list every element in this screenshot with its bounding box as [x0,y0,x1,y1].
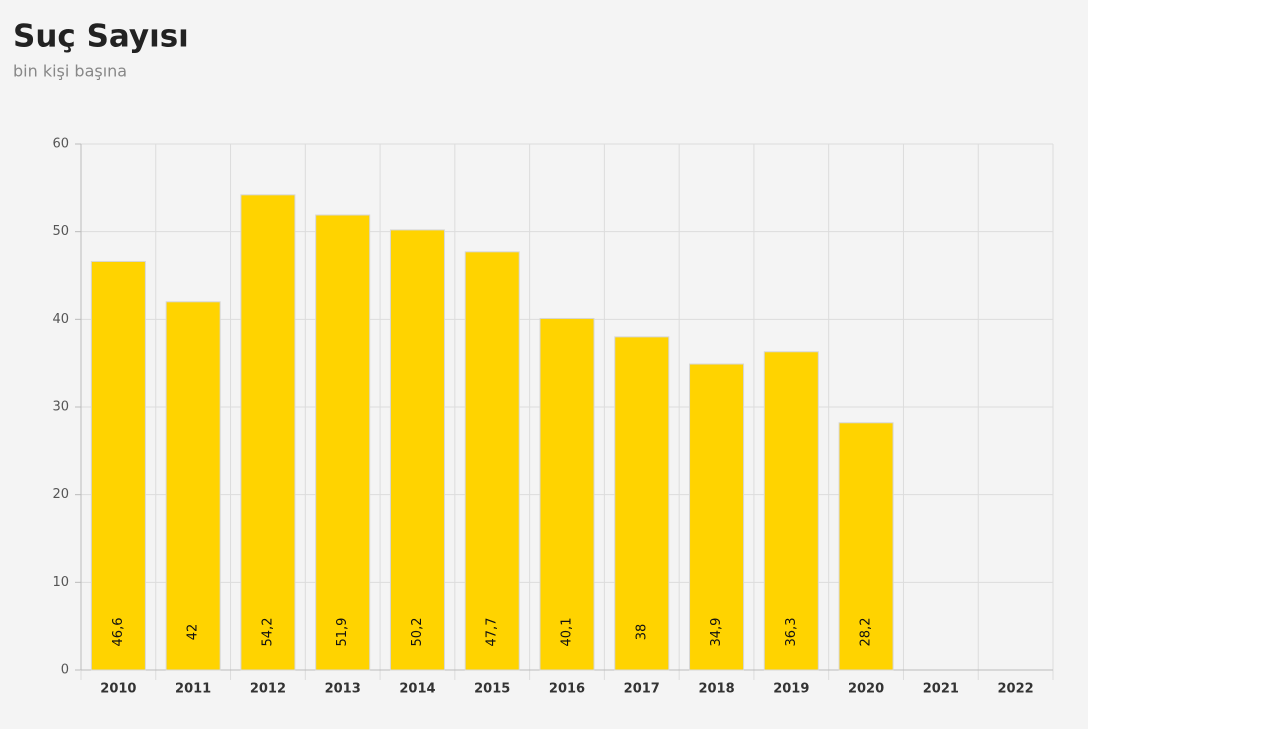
bar [389,229,445,671]
bar [689,363,745,671]
y-tick-label: 50 [52,224,69,239]
x-tick-label: 2022 [998,682,1034,697]
y-tick-label: 30 [52,400,69,415]
value-label: 54,2 [260,618,275,647]
y-tick-label: 20 [52,487,69,502]
y-tick-label: 0 [61,663,69,678]
value-label: 51,9 [335,618,350,647]
chart-subtitle: bin kişi başına [13,62,127,81]
bar [240,194,296,671]
bar [315,214,371,671]
bar [464,251,520,671]
x-tick-label: 2015 [474,682,510,697]
bar [838,422,894,671]
x-tick-label: 2021 [923,682,959,697]
x-tick-label: 2016 [549,682,585,697]
bar [90,260,146,671]
bar [165,301,221,671]
x-tick-label: 2018 [698,682,734,697]
value-label: 47,7 [485,618,500,647]
value-label: 36,3 [784,618,799,647]
x-tick-label: 2019 [773,682,809,697]
bar [539,317,595,671]
bar [614,336,670,671]
value-label: 42 [186,624,201,641]
value-label: 28,2 [859,618,874,647]
x-tick-label: 2012 [250,682,286,697]
y-tick-label: 60 [52,137,69,152]
y-tick-label: 10 [52,575,69,590]
x-tick-label: 2020 [848,682,884,697]
x-tick-label: 2010 [100,682,136,697]
value-label: 50,2 [410,618,425,647]
x-tick-label: 2011 [175,682,211,697]
chart-title: Suç Sayısı [13,19,189,55]
x-tick-label: 2013 [325,682,361,697]
x-tick-label: 2017 [624,682,660,697]
value-label: 34,9 [709,618,724,647]
y-tick-label: 40 [52,312,69,327]
value-label: 40,1 [560,618,575,647]
value-label: 46,6 [111,618,126,647]
bar [763,351,819,671]
value-label: 38 [634,624,649,641]
x-tick-label: 2014 [399,682,435,697]
